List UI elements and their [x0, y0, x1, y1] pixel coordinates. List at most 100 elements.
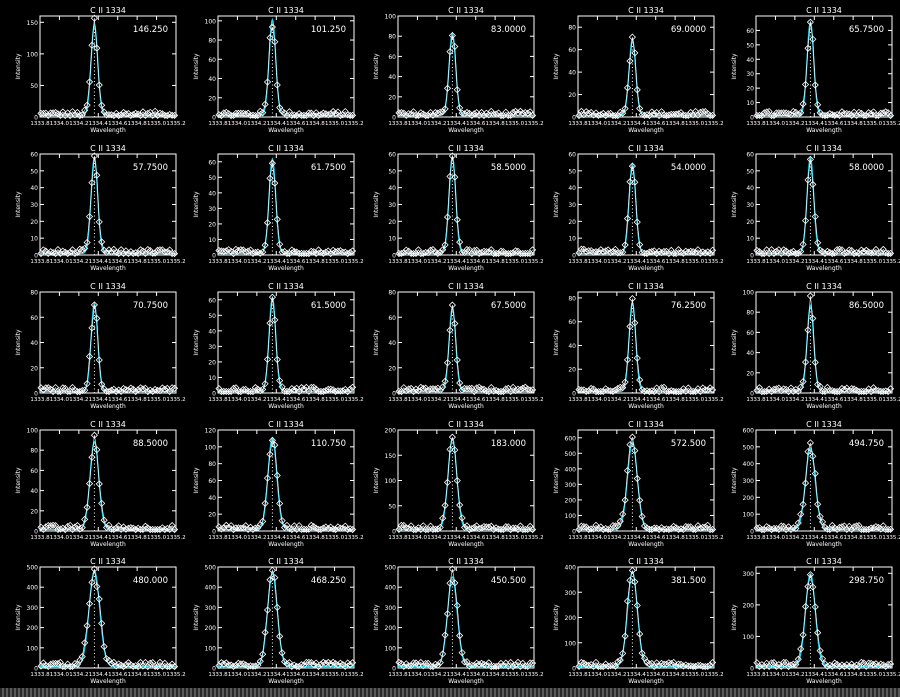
- data-point: [302, 525, 310, 533]
- data-point: [763, 387, 771, 395]
- y-axis-label: Intensity: [553, 191, 560, 218]
- data-point: [619, 649, 627, 657]
- data-point: [497, 387, 505, 396]
- data-point: [886, 112, 895, 120]
- x-tick-label: 1334.2: [427, 535, 446, 541]
- data-point: [799, 100, 807, 108]
- data-point: [436, 659, 444, 667]
- data-point: [47, 522, 55, 530]
- x-axis-label: Wavelength: [90, 678, 126, 685]
- data-point: [789, 107, 797, 116]
- data-point: [276, 377, 284, 385]
- data-point: [865, 659, 873, 667]
- data-point: [222, 387, 230, 396]
- data-point: [660, 247, 668, 256]
- data-point: [797, 247, 805, 256]
- y-tick-label: 400: [565, 565, 577, 572]
- data-point: [848, 385, 856, 393]
- data-point: [511, 661, 520, 669]
- y-tick-label: 50: [208, 175, 216, 182]
- data-point: [780, 658, 788, 666]
- x-tick-label: 1334.4: [89, 397, 109, 403]
- data-point: [263, 355, 272, 363]
- fit-curve: [218, 17, 354, 117]
- y-axis-label: Intensity: [373, 604, 380, 631]
- data-point: [638, 111, 646, 119]
- x-tick-label: 1334.0: [50, 121, 70, 127]
- data-point: [68, 662, 77, 670]
- data-point: [429, 111, 437, 119]
- data-point: [456, 501, 464, 509]
- y-tick-label: 100: [27, 428, 39, 435]
- data-point: [636, 241, 644, 249]
- data-point: [448, 565, 456, 573]
- data-point: [597, 662, 605, 671]
- data-point: [504, 111, 512, 120]
- data-point: [170, 250, 179, 258]
- x-tick-label: 1334.6: [646, 121, 666, 127]
- data-point: [782, 109, 790, 117]
- data-point: [860, 111, 868, 119]
- data-point: [443, 478, 452, 486]
- data-point: [509, 524, 517, 532]
- x-tick-label: 1335.0: [685, 121, 705, 127]
- x-tick-label: 1334.4: [627, 397, 647, 403]
- x-tick-label: 1334.2: [69, 121, 88, 127]
- data-point: [90, 301, 98, 309]
- data-point: [453, 356, 461, 364]
- x-tick-label: 1334.0: [588, 121, 608, 127]
- data-point: [587, 384, 595, 392]
- x-tick-label: 1335.2: [704, 121, 723, 127]
- y-tick-label: 80: [746, 310, 754, 317]
- x-axis-label: Wavelength: [90, 541, 126, 548]
- x-tick-label: 1333.8: [208, 535, 228, 541]
- data-point: [153, 663, 162, 671]
- data-point: [521, 662, 529, 670]
- data-point: [39, 386, 47, 394]
- data-point: [412, 111, 420, 120]
- data-point: [860, 387, 868, 395]
- data-point: [346, 111, 354, 119]
- x-axis-label: Wavelength: [628, 265, 664, 272]
- x-tick-label: 1334.2: [247, 535, 266, 541]
- x-tick-label: 1334.4: [89, 121, 109, 127]
- data-point: [59, 662, 67, 670]
- y-tick-label: 300: [565, 590, 577, 597]
- data-point: [217, 111, 225, 120]
- data-point: [758, 112, 766, 120]
- data-point: [297, 249, 306, 257]
- data-point: [463, 108, 471, 116]
- data-point: [640, 111, 649, 119]
- data-point: [61, 111, 69, 120]
- y-tick-label: 20: [388, 94, 396, 101]
- panel-title: C II 1334: [806, 144, 842, 153]
- x-axis-label: Wavelength: [806, 127, 842, 134]
- data-point: [490, 249, 498, 258]
- data-point: [753, 112, 761, 120]
- data-point: [83, 503, 91, 511]
- data-point: [95, 81, 103, 89]
- data-point: [609, 111, 617, 120]
- data-point: [674, 388, 683, 396]
- data-point: [465, 384, 473, 393]
- data-point: [314, 387, 323, 395]
- data-point: [273, 355, 281, 364]
- data-point: [407, 662, 415, 670]
- x-tick-label: 1334.8: [486, 121, 506, 127]
- fit-curve: [578, 300, 714, 393]
- data-point: [516, 250, 524, 258]
- data-point: [677, 525, 685, 533]
- data-point: [225, 523, 233, 532]
- data-point: [886, 525, 895, 533]
- y-tick-label: 120: [205, 428, 217, 435]
- y-tick-label: 150: [385, 453, 397, 460]
- data-point: [49, 521, 57, 529]
- panel-title: C II 1334: [628, 557, 664, 566]
- x-tick-label: 1334.8: [128, 672, 148, 678]
- y-tick-label: 300: [205, 605, 217, 612]
- data-point: [460, 658, 469, 666]
- peak-value-label: 494.750: [849, 439, 884, 449]
- data-point: [616, 656, 624, 664]
- data-point: [395, 109, 403, 117]
